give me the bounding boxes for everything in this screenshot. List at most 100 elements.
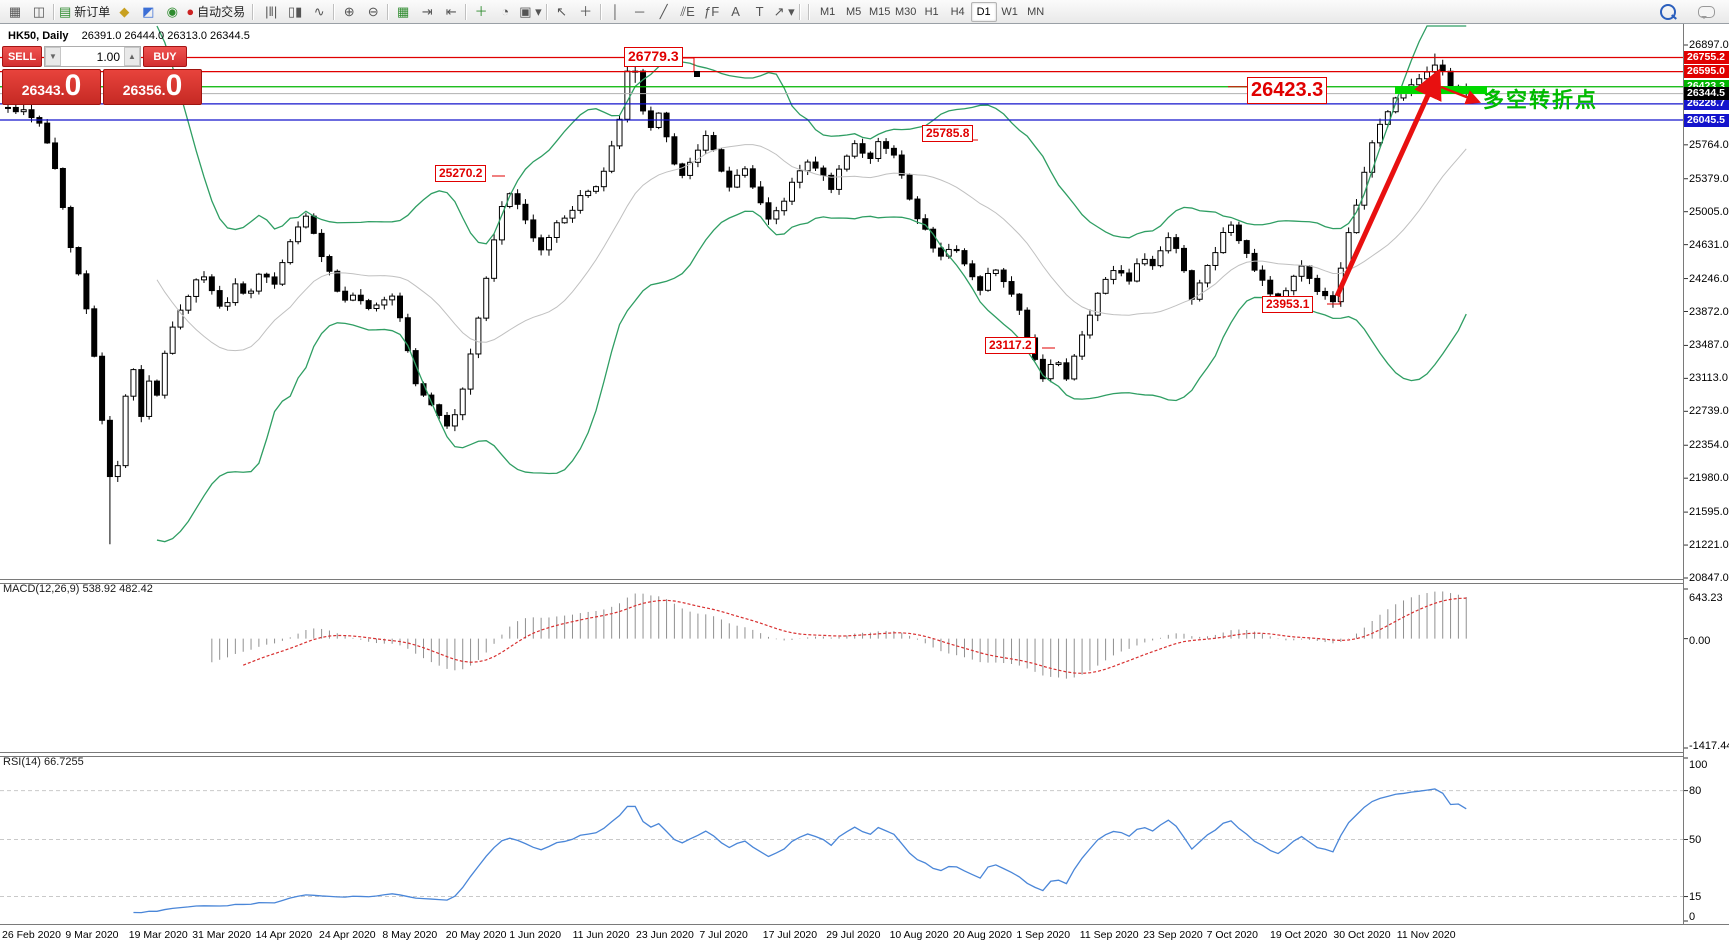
- date-label: 19 Mar 2020: [128, 929, 188, 941]
- timeframe-d1[interactable]: D1: [970, 1, 997, 22]
- date-label: 11 Sep 2020: [1079, 929, 1139, 941]
- fibonacci-button[interactable]: ƒF: [700, 2, 724, 21]
- buy-price-display[interactable]: 26356. 0: [103, 69, 202, 105]
- top-toolbar: ▦ ◫ ▤ 新订单 ◆ ◩ ◉ ● 自动交易 |‖| ▯▮ ∿ ⊕ ⊖ ▦ ⇥ ⇤ ＋ ◔ ▣ ▾ ↖ ＋ │ ─ ╱ ⫽E ƒF…: [0, 0, 1729, 24]
- hline-icon: ─: [635, 4, 645, 19]
- chart-canvas[interactable]: [0, 24, 1729, 947]
- ohlc-values: 26391.0 26444.0 26313.0 26344.5: [81, 30, 250, 42]
- price-callout-26423-3[interactable]: 26423.3: [1247, 77, 1328, 104]
- pane-separator-macd[interactable]: [0, 579, 1683, 584]
- date-label: 24 Apr 2020: [319, 929, 376, 941]
- zoom-in-button[interactable]: ⊕: [337, 2, 361, 21]
- price-tick-label: 25379.0: [1689, 172, 1729, 185]
- macd-tick-label: 0.00: [1689, 634, 1711, 647]
- current-price-box: 26344.5: [1684, 87, 1729, 101]
- date-label: 11 Jun 2020: [572, 929, 630, 941]
- fibonacci-icon: ƒF: [704, 4, 720, 19]
- timeframe-w1[interactable]: W1: [1001, 5, 1018, 18]
- add-indicator-button[interactable]: ＋: [469, 2, 493, 21]
- arrows-button[interactable]: ↗ ▾: [772, 2, 797, 21]
- data-window-icon: ◩: [142, 4, 155, 19]
- rsi-tick-label: 100: [1689, 759, 1708, 771]
- rsi-tick-label: 50: [1689, 833, 1702, 846]
- buy-price-frac: 0: [165, 69, 183, 102]
- timeframe-mn[interactable]: MN: [1027, 5, 1045, 18]
- sell-button[interactable]: SELL: [2, 46, 42, 67]
- channel-button[interactable]: ⫽E: [676, 2, 700, 21]
- search-button[interactable]: [1656, 2, 1680, 21]
- cursor-button[interactable]: ↖: [550, 2, 574, 21]
- line-chart-button[interactable]: ∿: [307, 2, 331, 21]
- price-callout-26779-3[interactable]: 26779.3: [624, 47, 683, 67]
- level-price-box: 26228.7: [1684, 97, 1729, 111]
- signal-button[interactable]: ◉: [160, 2, 184, 21]
- hline-button[interactable]: ─: [628, 2, 652, 21]
- volume-increase-button[interactable]: ▲: [124, 47, 140, 66]
- autotrade-label: 自动交易: [197, 5, 246, 19]
- price-callout-23117-2[interactable]: 23117.2: [985, 337, 1036, 354]
- cursor-icon: ↖: [556, 4, 568, 19]
- volume-decrease-button[interactable]: ▼: [45, 47, 61, 66]
- price-callout-25270-2[interactable]: 25270.2: [435, 165, 487, 182]
- date-label: 17 Jul 2020: [762, 929, 818, 941]
- pane-separator-rsi[interactable]: [0, 752, 1683, 757]
- zoom-out-button[interactable]: ⊖: [361, 2, 385, 21]
- toolbar-group-chart: |‖| ▯▮ ∿ ⊕ ⊖ ▦ ⇥ ⇤ ＋ ◔ ▣ ▾ ↖ ＋ │ ─ ╱ ⫽E ƒF A T ↗ ▾: [256, 0, 805, 23]
- bar-chart-button[interactable]: |‖|: [259, 2, 283, 21]
- annotation-text[interactable]: 多空转折点: [1483, 89, 1598, 112]
- date-label: 9 Mar 2020: [65, 929, 119, 941]
- periods-button[interactable]: ◔: [493, 2, 517, 21]
- volume-stepper[interactable]: ▼ 1.00 ▲: [44, 46, 141, 67]
- autotrade-button[interactable]: ● 自动交易: [184, 2, 247, 21]
- macd-label: MACD(12,26,9) 538.92 482.42: [3, 583, 153, 595]
- price-callout-23953-1[interactable]: 23953.1: [1262, 296, 1314, 313]
- rsi-tick-label: 80: [1689, 784, 1702, 797]
- price-axis-line: [1683, 24, 1684, 925]
- sell-price-main: 26343: [21, 82, 61, 98]
- date-label: 20 May 2020: [445, 929, 507, 941]
- periods-icon: ◔: [501, 4, 510, 19]
- timeframe-h4[interactable]: H4: [950, 5, 965, 18]
- timeframe-m15[interactable]: M15: [868, 5, 891, 18]
- timeframe-m1[interactable]: M1: [820, 5, 836, 18]
- search-icon: [1660, 3, 1676, 20]
- new-order-icon: ▤: [59, 4, 72, 19]
- timeframe-m5[interactable]: M5: [846, 5, 862, 18]
- volume-value[interactable]: 1.00: [96, 49, 120, 64]
- candlestick-button[interactable]: ▯▮: [283, 2, 307, 21]
- date-label: 8 May 2020: [382, 929, 438, 941]
- chart-shift-button[interactable]: ⇥: [415, 2, 439, 21]
- market-watch-button[interactable]: ◆: [112, 2, 136, 21]
- buy-button[interactable]: BUY: [143, 46, 187, 67]
- auto-scroll-icon: ⇤: [445, 4, 457, 19]
- profile-icon: ◫: [32, 4, 46, 19]
- templates-button[interactable]: ▣ ▾: [517, 2, 543, 21]
- timeframe-m30[interactable]: M30: [894, 5, 917, 18]
- trendline-button[interactable]: ╱: [652, 2, 676, 21]
- data-window-button[interactable]: ◩: [136, 2, 160, 21]
- profile-button[interactable]: ◫: [27, 2, 51, 21]
- arrows-icon: ↗ ▾: [773, 4, 795, 19]
- chart-area[interactable]: HK50, Daily 26391.0 26444.0 26313.0 2634…: [0, 24, 1729, 947]
- auto-scroll-button[interactable]: ⇤: [439, 2, 463, 21]
- tile-windows-button[interactable]: ▦: [391, 2, 415, 21]
- price-tick-label: 22354.0: [1689, 439, 1729, 452]
- label-button[interactable]: T: [748, 2, 772, 21]
- price-tick-label: 20847.0: [1689, 572, 1729, 584]
- chat-icon: [1697, 5, 1715, 19]
- autotrade-icon: ●: [186, 4, 195, 19]
- chat-button[interactable]: [1694, 2, 1718, 21]
- macd-tick-label: 643.23: [1689, 592, 1723, 604]
- price-callout-25785-8[interactable]: 25785.8: [922, 125, 974, 142]
- sell-price-display[interactable]: 26343. 0: [2, 69, 101, 105]
- chart-shift-icon: ⇥: [421, 4, 433, 19]
- vline-button[interactable]: │: [604, 2, 628, 21]
- macd-tick-label: -1417.44: [1689, 740, 1729, 752]
- templates-icon: ▣ ▾: [519, 4, 542, 19]
- new-order-button[interactable]: ▤ 新订单: [57, 2, 112, 21]
- timeframe-h1[interactable]: H1: [924, 5, 939, 18]
- text-button[interactable]: A: [724, 2, 748, 21]
- crosshair-button[interactable]: ＋: [574, 2, 598, 21]
- tile-windows-icon: ▦: [397, 4, 410, 19]
- chart-window-button[interactable]: ▦: [3, 2, 27, 21]
